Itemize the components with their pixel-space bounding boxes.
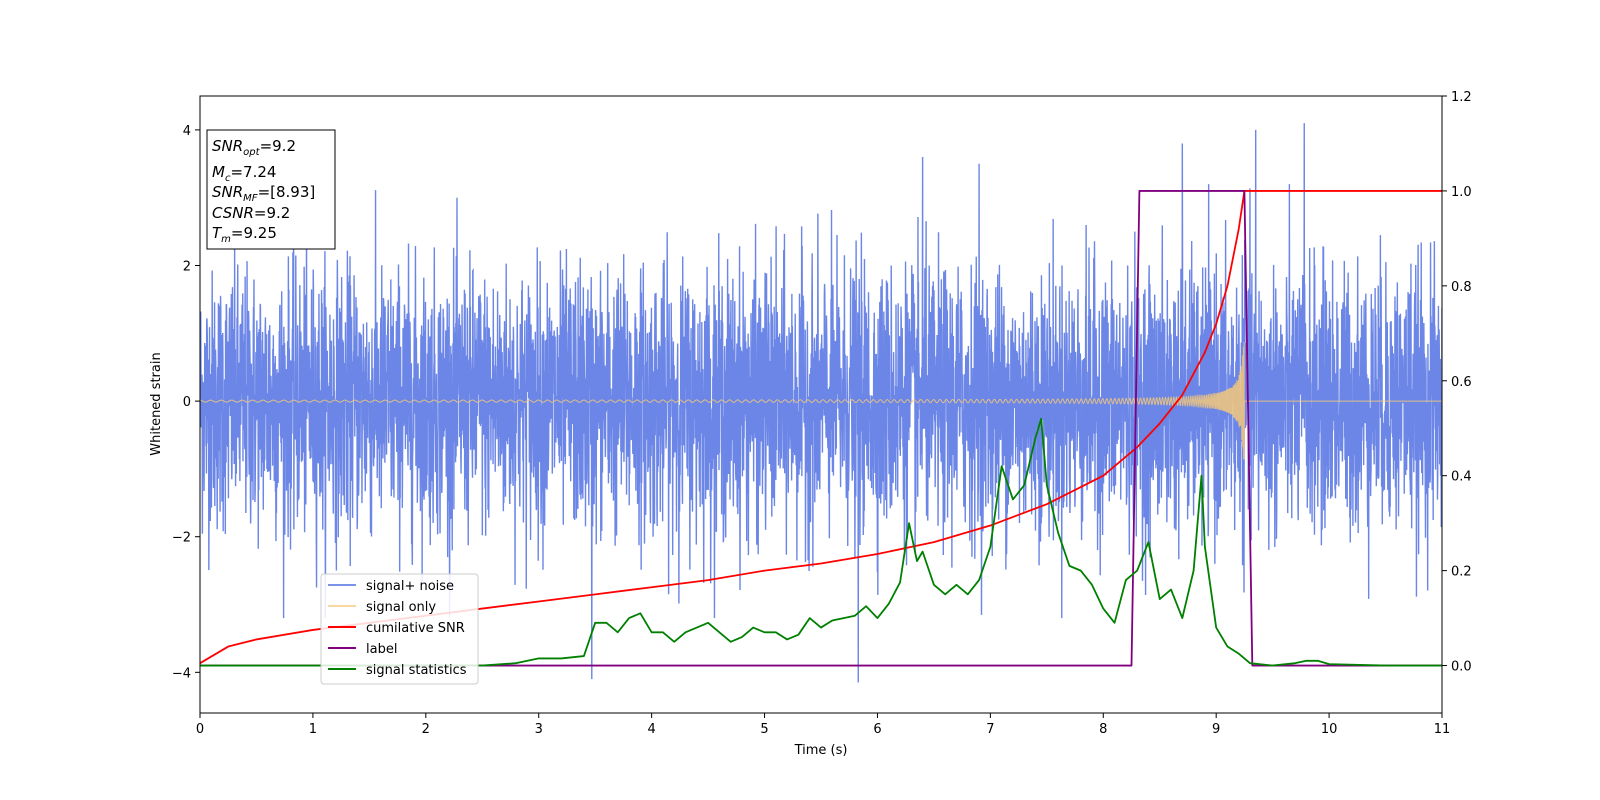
y-right-tick-label: 1.2 [1451,90,1472,105]
info-box-line: Mc=7.24 [212,163,276,184]
x-axis: 0 1 2 3 4 5 6 7 8 9 10 11 [196,713,1450,737]
y-left-tick-label: 0 [183,395,191,410]
x-tick-label: 3 [535,722,543,737]
y-axis-right: 0.0 0.2 0.4 0.6 0.8 1.0 1.2 [1442,90,1472,675]
info-box-line: Tm=9.25 [212,224,277,245]
y-axis-label: Whitened strain [149,352,164,455]
x-tick-label: 11 [1434,722,1451,737]
legend-entry-label: signal+ noise [366,579,454,594]
x-tick-label: 10 [1321,722,1338,737]
x-tick-label: 9 [1212,722,1220,737]
x-tick-label: 0 [196,722,204,737]
legend-entry-label: signal statistics [366,663,467,678]
y-left-tick-label: −2 [172,531,191,546]
x-tick-label: 2 [422,722,430,737]
legend-entry-label: signal only [366,600,436,615]
y-axis-left: −4 −2 0 2 4 [172,124,200,681]
y-right-tick-label: 0.4 [1451,470,1472,485]
series-label-line [200,190,1442,667]
y-left-tick-label: −4 [172,666,191,681]
y-left-tick-label: 2 [183,260,191,275]
y-right-tick-label: 0.2 [1451,565,1472,580]
y-right-tick-label: 0.0 [1451,660,1472,675]
info-box-line: SNRopt=9.2 [212,137,296,158]
x-tick-label: 6 [873,722,881,737]
x-tick-label: 4 [647,722,655,737]
y-left-tick-label: 4 [183,124,191,139]
axes-frame [199,95,1443,714]
series-signal-statistics-line [200,417,1442,667]
y-right-tick-label: 0.8 [1451,280,1472,295]
info-box-line: CSNR=9.2 [212,204,290,222]
info-box-line: SNRMF=[8.93] [212,183,315,204]
x-tick-label: 1 [309,722,317,737]
x-tick-label: 5 [760,722,768,737]
series-signal-only-line [200,341,1442,460]
legend-entry-label: cumilative SNR [366,621,465,636]
info-box-frame [206,129,336,250]
legend: signal+ noise signal only cumilative SNR la… [320,573,479,685]
y-right-tick-label: 0.6 [1451,375,1472,390]
legend-entry-label: label [366,642,397,657]
x-tick-label: 8 [1099,722,1107,737]
y-right-tick-label: 1.0 [1451,185,1472,200]
legend-frame [320,573,479,685]
x-tick-label: 7 [986,722,994,737]
x-axis-label: Time (s) [794,743,848,758]
